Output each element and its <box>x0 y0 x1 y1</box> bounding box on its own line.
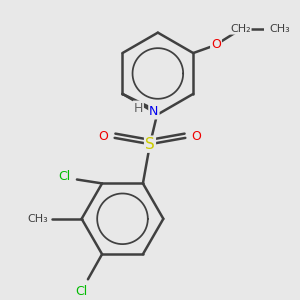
Text: CH₃: CH₃ <box>269 25 290 34</box>
Text: O: O <box>211 38 221 51</box>
Text: O: O <box>99 130 109 143</box>
Text: CH₃: CH₃ <box>27 214 48 224</box>
Text: S: S <box>145 137 155 152</box>
Text: N: N <box>149 106 159 118</box>
Text: H: H <box>134 101 143 115</box>
Text: O: O <box>191 130 201 143</box>
Text: CH₂: CH₂ <box>230 24 251 34</box>
Text: Cl: Cl <box>76 285 88 298</box>
Text: Cl: Cl <box>58 170 70 183</box>
